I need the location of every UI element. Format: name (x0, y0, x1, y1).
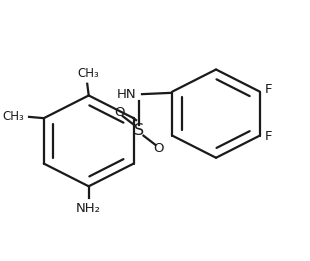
Text: HN: HN (117, 88, 136, 101)
Text: F: F (265, 130, 272, 144)
Text: F: F (265, 83, 272, 96)
Text: O: O (153, 142, 164, 155)
Text: CH₃: CH₃ (3, 110, 24, 123)
Text: S: S (134, 123, 144, 138)
Text: NH₂: NH₂ (76, 202, 101, 215)
Text: O: O (115, 106, 125, 119)
Text: CH₃: CH₃ (78, 67, 100, 80)
